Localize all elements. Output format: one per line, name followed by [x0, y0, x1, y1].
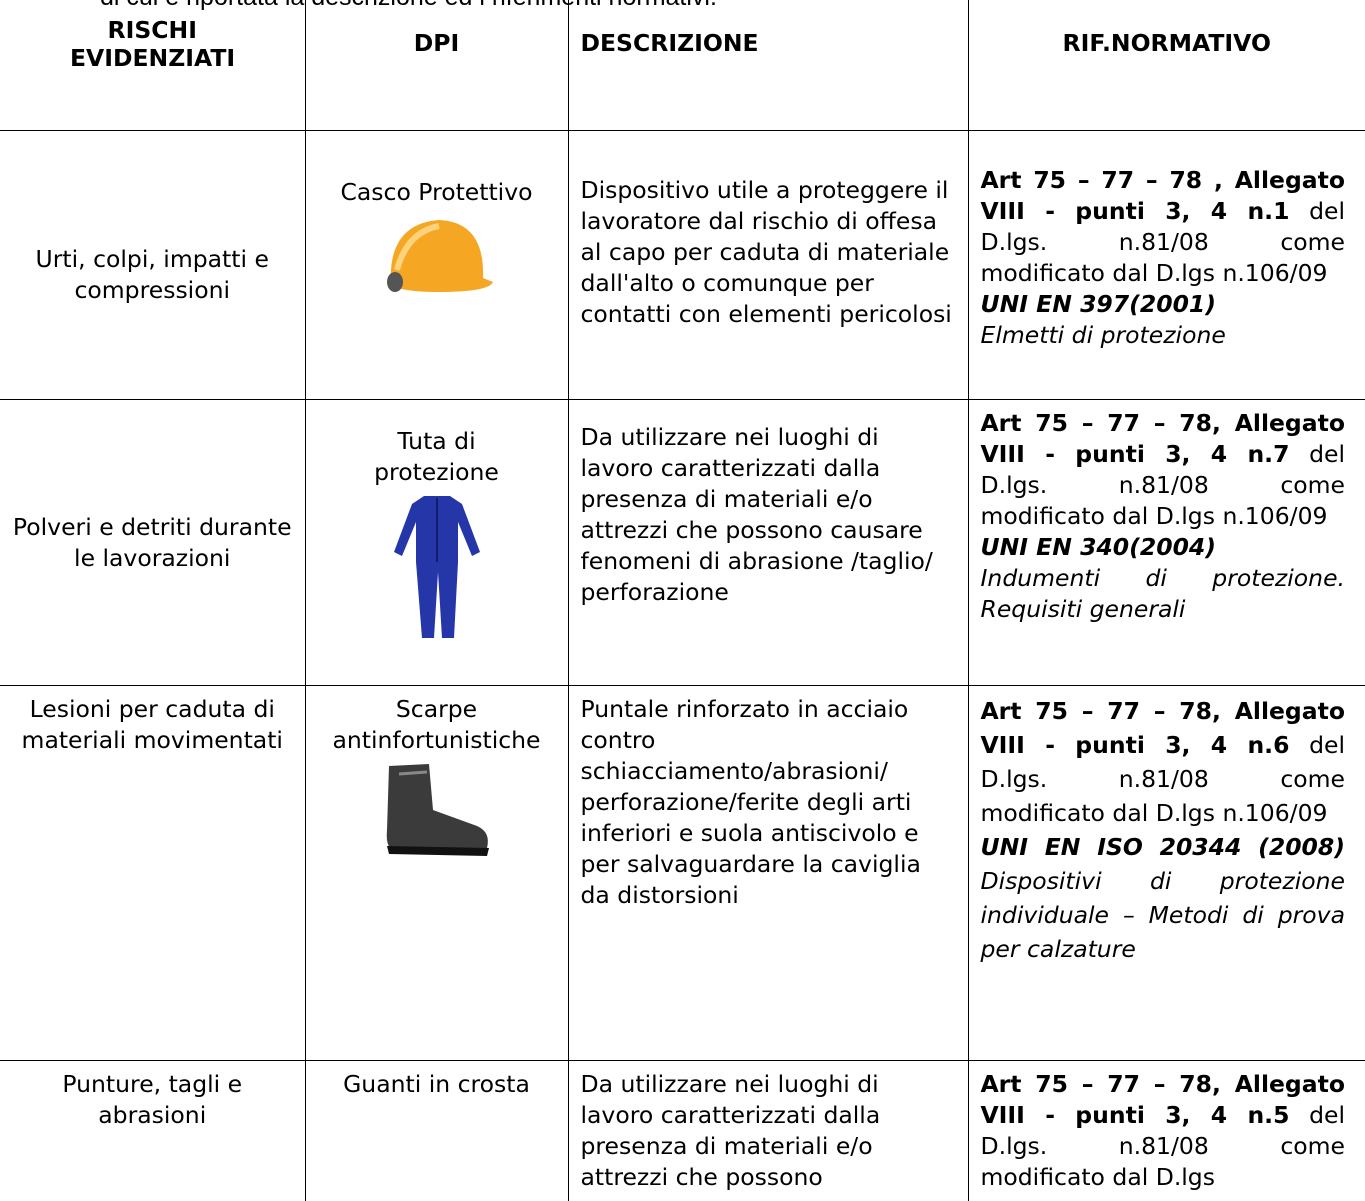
dpi-name: Scarpe antinfortunistiche — [332, 695, 541, 754]
table-row: Lesioni per caduta di materiali moviment… — [0, 685, 1365, 1061]
header-cell: DESCRIZIONE — [567, 0, 968, 131]
shoe-image — [386, 764, 489, 856]
description-cell: Da utilizzare nei luoghi di lavoro carat… — [567, 399, 968, 686]
table-row: Urti, colpi, impatti e compressioni Casc… — [0, 130, 1365, 400]
risk-cell: Lesioni per caduta di materiali moviment… — [0, 685, 305, 1061]
standard-title: Indumenti di protezione. Requisiti gener… — [980, 564, 1346, 623]
dpi-cell: Tuta di protezione — [304, 399, 568, 686]
description-cell: Dispositivo utile a proteggere il lavora… — [567, 130, 968, 400]
risk-cell: Urti, colpi, impatti e compressioni — [0, 130, 305, 400]
dpi-cell: Guanti in crosta — [304, 1060, 568, 1201]
reference-cell: Art 75 – 77 – 78 , Allegato VIII - punti… — [967, 130, 1365, 400]
decree: del D.lgs. n.81/08 come modificato dal D… — [980, 197, 1346, 287]
description-cell: Da utilizzare nei luoghi di lavoro carat… — [567, 1060, 968, 1201]
risk-cell: Polveri e detriti durante le lavorazioni — [0, 399, 305, 686]
reference-cell: Art 75 – 77 – 78, Allegato VIII - punti … — [967, 1060, 1365, 1201]
standard: UNI EN 340(2004) — [980, 533, 1217, 561]
dpi-cell: Scarpe antinfortunistiche — [304, 685, 568, 1061]
header-cell: RIF.NORMATIVO — [967, 0, 1365, 131]
decree: del D.lgs. n.81/08 come modificato dal D… — [980, 731, 1346, 827]
helmet-image — [386, 220, 493, 292]
standard-title: Dispositivi di protezione individuale – … — [980, 867, 1346, 963]
decree: del D.lgs. n.81/08 come modificato dal D… — [980, 440, 1346, 530]
reference-cell: Art 75 – 77 – 78, Allegato VIII - punti … — [967, 399, 1365, 686]
header-cell: DPI — [304, 0, 568, 131]
table-row: Punture, tagli e abrasioni Guanti in cro… — [0, 1060, 1365, 1201]
article: Art 75 – 77 – 78, Allegato VIII - punti … — [980, 697, 1346, 759]
article: Art 75 – 77 – 78, Allegato VIII - punti … — [980, 1070, 1346, 1129]
article: Art 75 – 77 – 78, Allegato VIII - punti … — [980, 409, 1346, 468]
description-cell: Puntale rinforzato in acciaio contro sch… — [567, 685, 968, 1061]
overalls-image — [393, 496, 480, 638]
article: Art 75 – 77 – 78 , Allegato VIII - punti… — [980, 166, 1346, 225]
dpi-name: Guanti in crosta — [343, 1070, 530, 1098]
header-row: RISCHI EVIDENZIATI DPI DESCRIZIONE RIF.N… — [0, 0, 1365, 131]
dpi-cell: Casco Protettivo — [304, 130, 568, 400]
table-row: Polveri e detriti durante le lavorazioni… — [0, 399, 1365, 686]
risk-cell: Punture, tagli e abrasioni — [0, 1060, 305, 1201]
standard: UNI EN ISO 20344 (2008) — [980, 833, 1346, 861]
standard-title: Elmetti di protezione — [980, 321, 1226, 349]
dpi-name: Casco Protettivo — [340, 178, 533, 206]
dpi-name: Tuta di protezione — [374, 427, 499, 486]
standard: UNI EN 397(2001) — [980, 290, 1217, 318]
header-cell: RISCHI EVIDENZIATI — [0, 0, 305, 131]
reference-cell: Art 75 – 77 – 78, Allegato VIII - punti … — [967, 685, 1365, 1061]
